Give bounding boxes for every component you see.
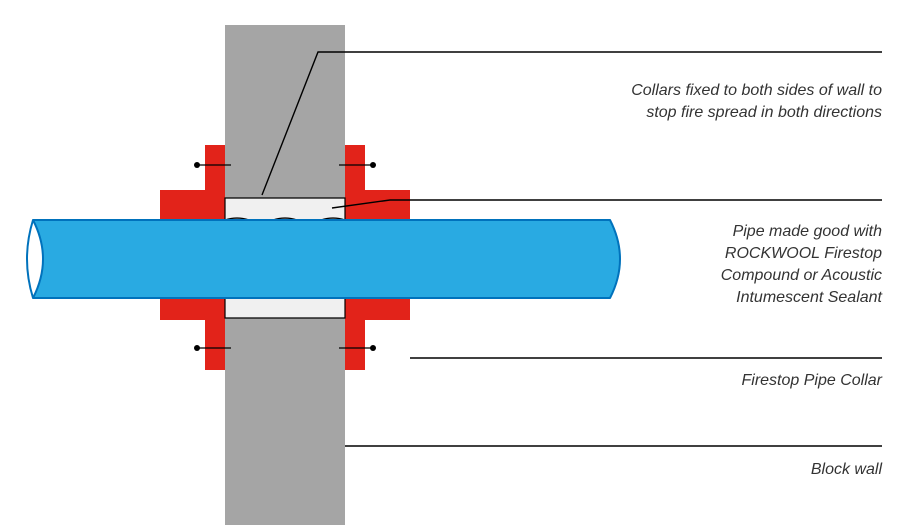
fixing-head bbox=[370, 345, 376, 351]
fixing-head bbox=[194, 345, 200, 351]
pipe-endcap bbox=[27, 220, 33, 298]
collar_name-label: Firestop Pipe Collar bbox=[742, 372, 883, 389]
collars-label: Collars fixed to both sides of wall tost… bbox=[631, 82, 882, 121]
fixing-head bbox=[194, 162, 200, 168]
sealant-fill bbox=[225, 198, 345, 222]
fixing-head bbox=[370, 162, 376, 168]
pipe bbox=[33, 220, 620, 298]
sealant-leader bbox=[332, 200, 882, 208]
sealant-label: Pipe made good withROCKWOOL FirestopComp… bbox=[721, 223, 883, 306]
wall_name-label: Block wall bbox=[811, 461, 883, 478]
